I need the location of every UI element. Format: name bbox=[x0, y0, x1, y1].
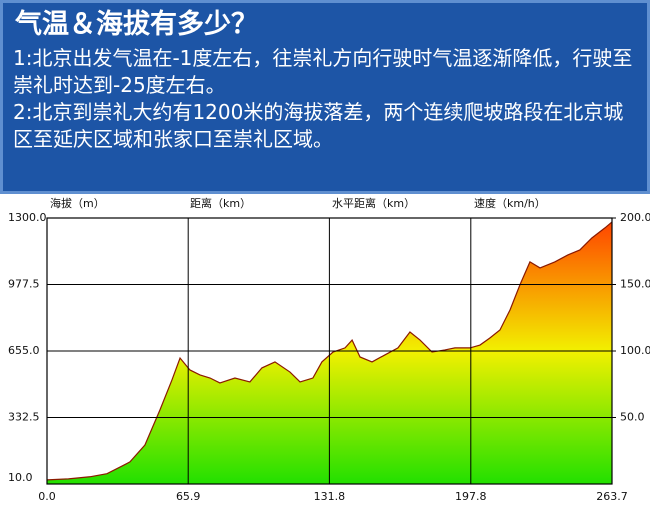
note: 2:北京到崇礼大约有1200米的海拔落差，两个连续爬坡路段在北京城区至延庆区域和… bbox=[13, 100, 624, 151]
x-axis-label: 距离（km） bbox=[190, 196, 251, 210]
y2-axis-label: 速度（km/h） bbox=[474, 196, 546, 210]
x2-axis-label: 水平距离（km） bbox=[332, 196, 415, 210]
header-title: 气温＆海拔有多少？ bbox=[15, 9, 258, 40]
x-tick-label: 131.8 bbox=[314, 490, 346, 503]
note: 1:北京出发气温在-1度左右，往崇礼方向行驶时气温逐渐降低，行驶至崇礼时达到-2… bbox=[13, 46, 633, 97]
y-tick-label: 655.0 bbox=[8, 344, 40, 357]
x-tick-label: 263.7 bbox=[596, 490, 628, 503]
area-line bbox=[46, 221, 613, 481]
x-tick-label: 197.8 bbox=[455, 490, 487, 503]
y2-tick-label: 150.0 bbox=[620, 278, 650, 291]
y-tick-label: 1300.0 bbox=[8, 211, 47, 224]
header-box: 气温＆海拔有多少？ 1:北京出发气温在-1度左右，往崇礼方向行驶时气温逐渐降低，… bbox=[0, 0, 650, 194]
x-tick-label: 0.0 bbox=[38, 490, 56, 503]
y2-tick-label: 100.0 bbox=[620, 344, 650, 357]
y-tick-label: 10.0 bbox=[8, 471, 33, 484]
x-tick-label: 65.9 bbox=[176, 490, 201, 503]
chart: 10.0 332.5 655.0 977.5 1300.0 0.0 65.9 131.8 197… bbox=[8, 196, 650, 503]
y2-tick-label: 200.0 bbox=[620, 211, 650, 224]
y-tick-label: 977.5 bbox=[8, 278, 40, 291]
y2-tick-label: 50.0 bbox=[620, 411, 645, 424]
y-axis-label: 海拔（m） bbox=[50, 196, 105, 210]
y-tick-label: 332.5 bbox=[8, 411, 40, 424]
plot-frame bbox=[46, 217, 613, 485]
